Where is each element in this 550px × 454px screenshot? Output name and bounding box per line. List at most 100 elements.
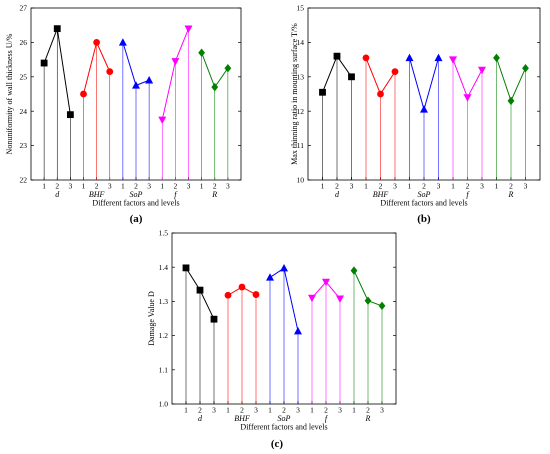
x-axis-label: Different factors and levels (240, 423, 327, 432)
data-point (378, 301, 386, 311)
x-level-label: 3 (147, 182, 151, 191)
y-tick-label: 22 (20, 176, 28, 185)
y-tick-label: 1.2 (159, 331, 169, 340)
factor-label: BHF (89, 190, 105, 199)
series-BHF (224, 283, 260, 404)
x-axis-label: Different factors and levels (92, 199, 179, 208)
series-d (319, 52, 355, 180)
x-axis-label: Different factors and levels (380, 199, 467, 208)
data-point (80, 90, 87, 98)
panel-label: (a) (130, 213, 143, 225)
x-level-label: 2 (282, 406, 286, 415)
x-level-label: 3 (350, 182, 354, 191)
data-point (210, 315, 218, 323)
y-tick-label: 25 (20, 72, 28, 81)
data-point (158, 116, 167, 124)
x-level-label: 1 (321, 182, 325, 191)
series-BHF (80, 39, 114, 180)
x-level-label: 2 (95, 182, 99, 191)
panel-label: (b) (417, 213, 431, 225)
y-tick-label: 15 (297, 4, 305, 13)
x-level-label: 3 (480, 182, 484, 191)
factor-label: R (211, 190, 217, 199)
x-level-label: 1 (184, 406, 188, 415)
x-level-label: 3 (187, 182, 191, 191)
y-tick-label: 10 (297, 176, 305, 185)
y-tick-label: 13 (297, 72, 305, 81)
data-point (280, 264, 288, 272)
series-SoP (266, 264, 302, 404)
data-point (362, 54, 370, 62)
x-level-label: 1 (451, 182, 455, 191)
x-level-label: 1 (310, 406, 314, 415)
series-line (122, 42, 150, 87)
x-level-label: 2 (466, 182, 470, 191)
series-f (449, 56, 486, 180)
data-point (145, 76, 154, 84)
factor-label: f (325, 414, 329, 423)
x-level-label: 1 (268, 406, 272, 415)
y-tick-label: 1.4 (159, 263, 169, 272)
x-level-label: 1 (352, 406, 356, 415)
x-level-label: 1 (408, 182, 412, 191)
x-level-label: 3 (254, 406, 258, 415)
factor-label: R (508, 190, 514, 199)
data-point (364, 296, 372, 305)
series-SoP (405, 53, 443, 180)
x-level-label: 2 (198, 406, 202, 415)
factor-label: d (198, 414, 203, 423)
y-tick-label: 1.0 (159, 400, 169, 409)
x-level-label: 3 (108, 182, 112, 191)
data-point (118, 38, 127, 46)
y-axis-label: Damage Value D (147, 291, 156, 346)
x-level-label: 2 (335, 182, 339, 191)
data-point (434, 53, 443, 62)
data-point (522, 64, 529, 73)
data-point (294, 326, 302, 335)
x-level-label: 3 (338, 406, 342, 415)
data-point (224, 291, 232, 299)
x-level-label: 2 (134, 182, 138, 191)
y-tick-label: 27 (20, 4, 28, 13)
data-point (336, 295, 344, 303)
x-level-label: 1 (42, 182, 46, 191)
y-tick-label: 11 (297, 141, 304, 150)
x-level-label: 3 (380, 406, 384, 415)
data-point (184, 25, 193, 33)
x-level-label: 2 (324, 406, 328, 415)
factor-label: R (365, 414, 371, 423)
x-level-label: 1 (226, 406, 230, 415)
series-line (201, 52, 229, 89)
data-point (507, 96, 515, 106)
factor-label: SoP (418, 190, 431, 199)
data-point (40, 59, 48, 67)
series-R (198, 48, 232, 180)
y-tick-label: 14 (297, 38, 305, 47)
data-point (266, 273, 274, 281)
factor-label: BHF (234, 414, 250, 423)
data-point (171, 58, 180, 66)
data-point (348, 73, 355, 81)
factor-label: SoP (130, 190, 143, 199)
x-level-label: 1 (82, 182, 86, 191)
y-tick-label: 1.3 (159, 297, 169, 306)
x-level-label: 2 (174, 182, 178, 191)
data-point (405, 53, 414, 62)
data-point (420, 105, 428, 113)
x-level-label: 3 (524, 182, 528, 191)
data-point (308, 294, 316, 303)
y-tick-label: 1.5 (159, 229, 169, 238)
factor-label: SoP (278, 414, 291, 423)
series-SoP (118, 38, 154, 180)
data-point (322, 278, 330, 287)
data-point (252, 291, 260, 298)
data-point (53, 25, 61, 33)
series-line (496, 57, 526, 103)
data-point (93, 39, 101, 46)
factor-label: d (335, 190, 340, 199)
x-level-label: 3 (393, 182, 397, 191)
x-level-label: 1 (121, 182, 125, 191)
